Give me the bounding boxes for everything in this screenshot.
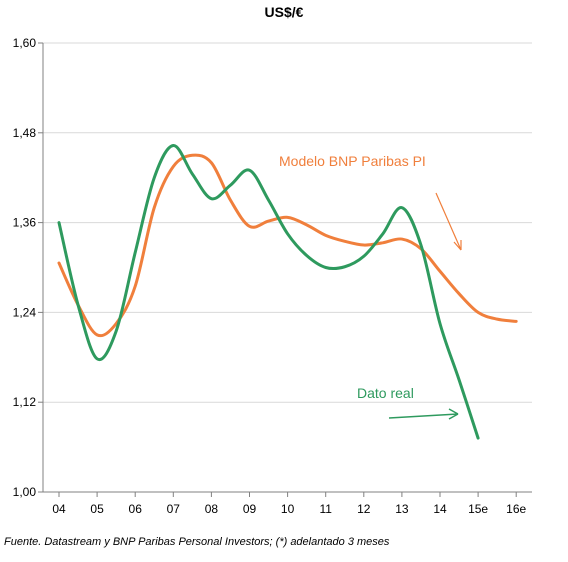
x-tick-label: 07 xyxy=(167,502,181,516)
x-tick-label: 06 xyxy=(129,502,143,516)
x-tick-label: 04 xyxy=(52,502,66,516)
x-tick-label: 08 xyxy=(205,502,219,516)
annotation-dato-real-label: Dato real xyxy=(357,385,414,401)
annotation-modelo-label: Modelo BNP Paribas PI xyxy=(279,153,426,169)
x-tick-label: 05 xyxy=(90,502,104,516)
series-lines xyxy=(57,144,518,440)
grid-lines xyxy=(43,42,532,403)
annotation-dato-real-arrowhead xyxy=(448,408,459,420)
x-tick-label: 10 xyxy=(281,502,295,516)
x-tick-label: 12 xyxy=(357,502,371,516)
axes xyxy=(38,42,532,497)
y-tick-label: 1,24 xyxy=(13,305,37,319)
y-tick-label: 1,48 xyxy=(13,126,37,140)
x-tick-label: 15e xyxy=(468,502,488,516)
x-tick-label: 16e xyxy=(506,502,526,516)
annotations: Modelo BNP Paribas PI Dato real xyxy=(279,153,462,420)
annotation-dato-real-arrow xyxy=(388,413,459,419)
annotation-modelo-arrowhead xyxy=(453,240,462,251)
x-tick-labels: 04 05 06 07 08 09 10 11 12 13 14 15e 16e xyxy=(52,502,526,516)
y-tick-labels: 1,00 1,12 1,24 1,36 1,48 1,60 xyxy=(13,36,37,499)
y-tick-label: 1,36 xyxy=(13,216,37,230)
series-line-modelo-bnp-paribas-pi xyxy=(57,153,518,338)
x-tick-label: 14 xyxy=(433,502,447,516)
x-tick-label: 11 xyxy=(319,502,332,516)
chart-title: US$/€ xyxy=(264,4,304,20)
y-tick-label: 1,12 xyxy=(13,395,37,409)
x-tick-label: 09 xyxy=(243,502,257,516)
source-note: Fuente. Datastream y BNP Paribas Persona… xyxy=(4,536,390,548)
annotation-modelo-arrow xyxy=(435,192,462,251)
y-tick-label: 1,60 xyxy=(13,36,37,50)
y-tick-label: 1,00 xyxy=(13,485,37,499)
x-tick-label: 13 xyxy=(395,502,409,516)
series-line-dato-real xyxy=(57,144,480,440)
